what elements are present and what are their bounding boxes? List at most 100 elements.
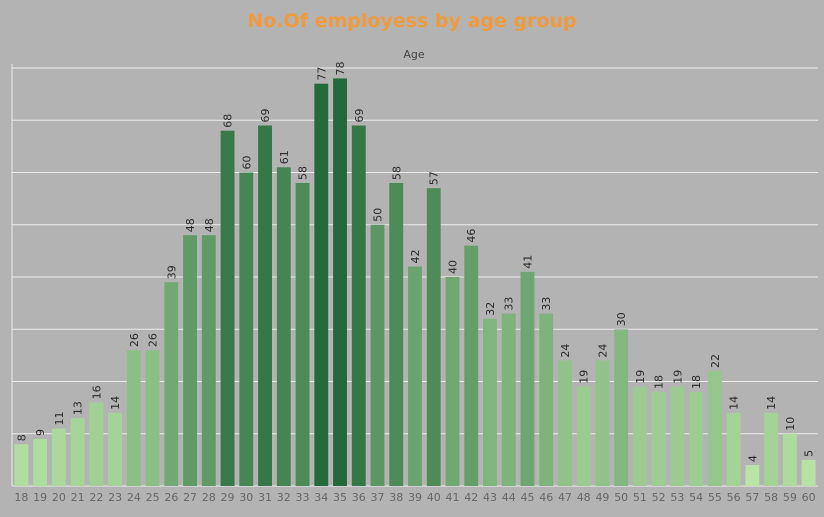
x-tick-label: 34: [314, 491, 328, 504]
x-tick-label: 49: [595, 491, 609, 504]
bar: [539, 313, 554, 486]
x-tick-label: 58: [764, 491, 778, 504]
data-label: 16: [90, 385, 103, 399]
data-label: 9: [34, 429, 47, 436]
bar: [408, 266, 422, 486]
x-tick-label: 29: [221, 491, 235, 504]
x-tick-label: 35: [333, 491, 347, 504]
bar: [483, 318, 497, 486]
data-label: 4: [746, 455, 759, 462]
x-tick-label: 23: [108, 491, 122, 504]
data-label: 8: [15, 434, 28, 441]
bar: [632, 386, 647, 486]
x-tick-label: 52: [652, 491, 666, 504]
data-label: 78: [334, 61, 347, 75]
data-label: 30: [615, 312, 628, 326]
data-label: 5: [803, 450, 816, 457]
x-tick-label: 19: [33, 491, 47, 504]
data-label: 24: [559, 344, 572, 358]
data-label: 48: [184, 218, 197, 232]
x-tick-label: 30: [239, 491, 253, 504]
data-label: 24: [596, 344, 609, 358]
bar: [201, 235, 216, 486]
x-tick-label: 18: [14, 491, 28, 504]
bar: [707, 371, 722, 486]
bar: [426, 188, 441, 486]
bar: [520, 271, 535, 486]
bar: [314, 83, 329, 487]
bar: [220, 130, 235, 486]
x-tick-label: 27: [183, 491, 197, 504]
x-tick-label: 51: [633, 491, 647, 504]
x-tick-label: 44: [502, 491, 516, 504]
data-label: 18: [690, 375, 703, 389]
data-label: 10: [784, 417, 797, 431]
bar: [276, 167, 291, 486]
data-label: 61: [278, 150, 291, 164]
x-tick-label: 38: [389, 491, 403, 504]
data-label: 19: [578, 370, 591, 384]
data-label: 58: [390, 166, 403, 180]
x-tick-label: 37: [371, 491, 385, 504]
bar: [689, 391, 704, 486]
data-label: 50: [372, 208, 385, 222]
x-tick-label: 41: [445, 491, 459, 504]
data-label: 26: [128, 333, 141, 347]
data-label: 77: [315, 67, 328, 81]
x-tick-label: 40: [427, 491, 441, 504]
data-label: 46: [465, 229, 478, 243]
x-tick-label: 54: [689, 491, 703, 504]
x-tick-label: 24: [127, 491, 141, 504]
x-tick-label: 39: [408, 491, 422, 504]
data-label: 14: [109, 396, 122, 410]
x-tick-label: 48: [577, 491, 591, 504]
data-label: 19: [634, 370, 647, 384]
bar: [782, 433, 797, 486]
x-tick-label: 25: [146, 491, 160, 504]
bar: [595, 360, 610, 486]
x-tick-label: 53: [670, 491, 684, 504]
data-label: 40: [446, 260, 459, 274]
bar: [239, 172, 254, 486]
data-label: 57: [428, 171, 441, 185]
x-tick-label: 21: [71, 491, 85, 504]
bar: [445, 277, 460, 486]
bar: [389, 182, 404, 486]
data-label: 68: [222, 114, 235, 128]
data-label: 26: [147, 333, 160, 347]
x-tick-label: 28: [202, 491, 216, 504]
bar: [576, 386, 591, 486]
x-tick-label: 57: [745, 491, 759, 504]
x-tick-label: 60: [802, 491, 816, 504]
bar: [89, 402, 104, 486]
bar: [764, 412, 779, 486]
data-label: 60: [240, 156, 253, 170]
data-label: 14: [728, 396, 741, 410]
bar: [295, 182, 310, 486]
x-tick-label: 45: [520, 491, 534, 504]
data-label: 22: [709, 354, 722, 368]
bar: [164, 282, 179, 486]
bar: [333, 78, 347, 486]
data-label: 11: [53, 412, 66, 426]
bar: [745, 465, 760, 486]
bar: [670, 386, 685, 486]
bar: [183, 235, 197, 486]
x-tick-label: 43: [483, 491, 497, 504]
data-label: 69: [353, 108, 366, 122]
x-tick-label: 31: [258, 491, 272, 504]
bar: [464, 245, 479, 486]
bar: [351, 125, 366, 486]
bar: [258, 125, 272, 486]
bar: [51, 428, 66, 486]
bar: [501, 313, 516, 486]
x-tick-label: 50: [614, 491, 628, 504]
x-tick-label: 36: [352, 491, 366, 504]
data-label: 69: [259, 108, 272, 122]
bar: [614, 329, 629, 486]
data-label: 13: [72, 401, 85, 415]
data-label: 14: [765, 396, 778, 410]
chart-title: No.Of employess by age group: [247, 10, 577, 32]
data-label: 58: [297, 166, 310, 180]
